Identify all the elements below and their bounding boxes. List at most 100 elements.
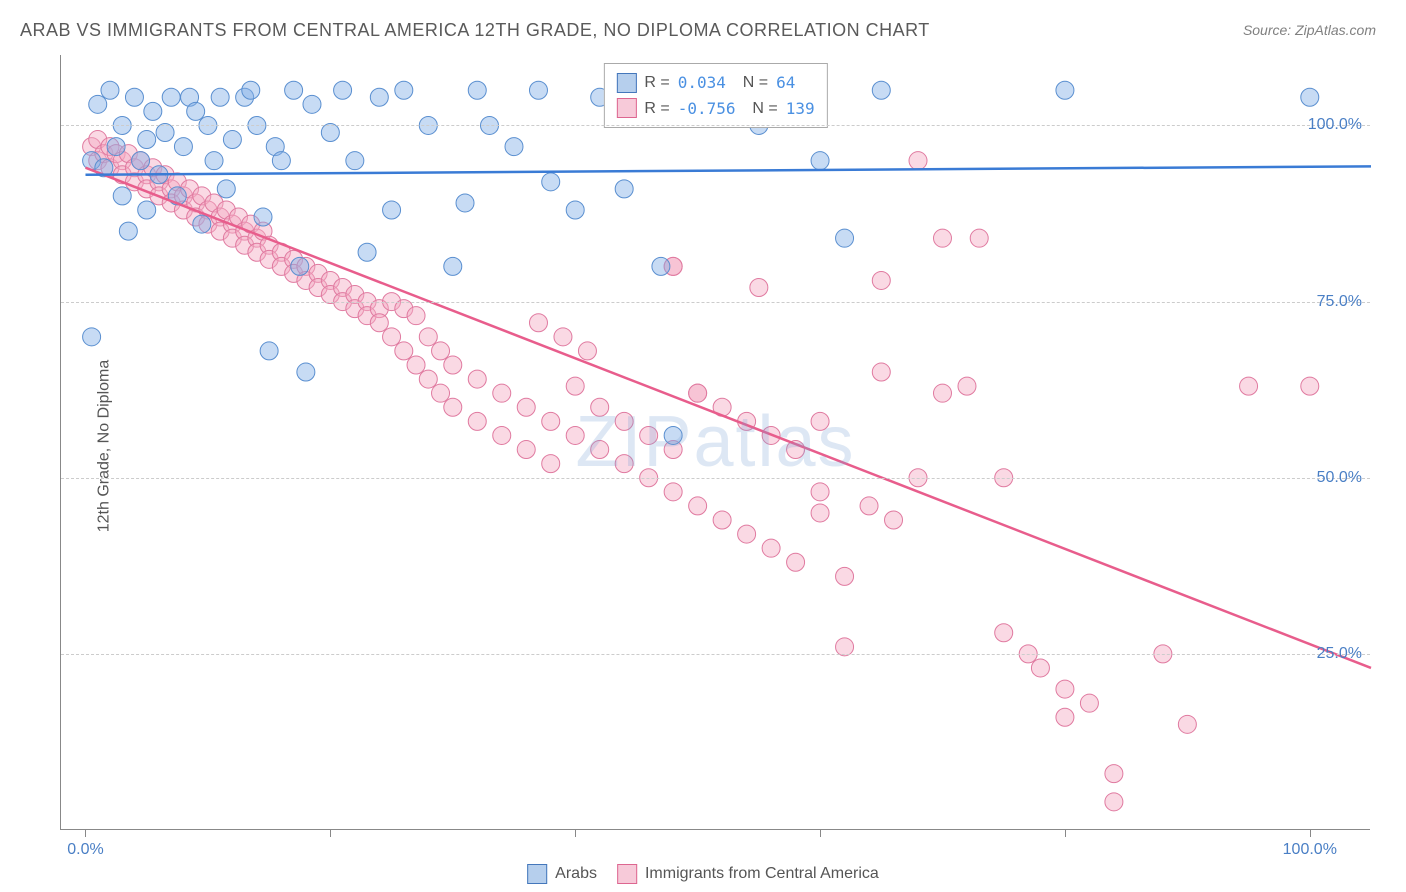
data-point-pink	[811, 483, 829, 501]
data-point-pink	[1031, 659, 1049, 677]
data-point-pink	[1105, 765, 1123, 783]
ytick-label: 75.0%	[1317, 293, 1362, 311]
legend-r-blue: 0.034	[678, 70, 726, 96]
data-point-pink	[493, 384, 511, 402]
gridline	[61, 302, 1370, 303]
legend-row-blue: R = 0.034 N = 64	[616, 70, 814, 96]
data-point-blue	[272, 152, 290, 170]
data-point-blue	[542, 173, 560, 191]
data-point-blue	[144, 102, 162, 120]
data-point-pink	[517, 398, 535, 416]
data-point-blue	[1301, 88, 1319, 106]
data-point-blue	[395, 81, 413, 99]
data-point-pink	[432, 384, 450, 402]
data-point-blue	[529, 81, 547, 99]
data-point-pink	[383, 328, 401, 346]
data-point-blue	[211, 88, 229, 106]
data-point-blue	[444, 257, 462, 275]
data-point-blue	[223, 131, 241, 149]
data-point-pink	[566, 377, 584, 395]
bottom-legend-pink: Immigrants from Central America	[617, 864, 879, 884]
data-point-blue	[174, 138, 192, 156]
data-point-blue	[125, 88, 143, 106]
bottom-legend-blue: Arabs	[527, 864, 597, 884]
data-point-pink	[1056, 708, 1074, 726]
source-label: Source: ZipAtlas.com	[1243, 22, 1376, 38]
data-point-pink	[970, 229, 988, 247]
data-point-pink	[542, 455, 560, 473]
data-point-blue	[297, 363, 315, 381]
data-point-pink	[933, 384, 951, 402]
data-point-blue	[872, 81, 890, 99]
data-point-pink	[995, 624, 1013, 642]
scatter-plot	[61, 55, 1370, 829]
data-point-blue	[566, 201, 584, 219]
ytick-label: 25.0%	[1317, 645, 1362, 663]
data-point-pink	[419, 328, 437, 346]
swatch-pink-icon	[616, 98, 636, 118]
data-point-pink	[395, 342, 413, 360]
data-point-blue	[383, 201, 401, 219]
data-point-blue	[89, 95, 107, 113]
data-point-pink	[468, 412, 486, 430]
data-point-blue	[217, 180, 235, 198]
xtick	[820, 829, 821, 837]
legend-row-pink: R = -0.756 N = 139	[616, 96, 814, 122]
data-point-pink	[640, 426, 658, 444]
bottom-legend-blue-label: Arabs	[555, 865, 597, 883]
data-point-pink	[787, 553, 805, 571]
data-point-pink	[933, 229, 951, 247]
data-point-blue	[456, 194, 474, 212]
data-point-pink	[713, 511, 731, 529]
data-point-blue	[468, 81, 486, 99]
ytick-label: 50.0%	[1317, 469, 1362, 487]
legend-n-blue: 64	[776, 70, 795, 96]
data-point-pink	[407, 356, 425, 374]
data-point-pink	[554, 328, 572, 346]
data-point-blue	[242, 81, 260, 99]
data-point-blue	[303, 95, 321, 113]
data-point-pink	[872, 363, 890, 381]
data-point-blue	[291, 257, 309, 275]
data-point-blue	[811, 152, 829, 170]
legend-r-pink: -0.756	[678, 96, 736, 122]
data-point-pink	[1080, 694, 1098, 712]
data-point-pink	[407, 307, 425, 325]
trend-line-pink	[85, 168, 1371, 668]
data-point-pink	[493, 426, 511, 444]
swatch-blue-icon	[616, 73, 636, 93]
xtick-label: 100.0%	[1283, 841, 1337, 859]
xtick	[575, 829, 576, 837]
chart-title: ARAB VS IMMIGRANTS FROM CENTRAL AMERICA …	[20, 20, 930, 41]
data-point-pink	[1301, 377, 1319, 395]
data-point-blue	[615, 180, 633, 198]
data-point-pink	[958, 377, 976, 395]
data-point-blue	[836, 229, 854, 247]
data-point-blue	[113, 187, 131, 205]
legend-r-label2: R =	[644, 96, 669, 122]
data-point-blue	[664, 426, 682, 444]
swatch-blue-icon	[527, 864, 547, 884]
legend-n-label: N =	[734, 70, 768, 96]
legend-n-label2: N =	[744, 96, 778, 122]
data-point-pink	[689, 497, 707, 515]
data-point-blue	[187, 102, 205, 120]
xtick-label: 0.0%	[67, 841, 103, 859]
data-point-blue	[285, 81, 303, 99]
legend-n-pink: 139	[786, 96, 815, 122]
data-point-blue	[101, 81, 119, 99]
data-point-pink	[1178, 715, 1196, 733]
data-point-pink	[591, 398, 609, 416]
data-point-blue	[346, 152, 364, 170]
data-point-pink	[542, 412, 560, 430]
data-point-pink	[468, 370, 486, 388]
gridline	[61, 478, 1370, 479]
data-point-blue	[358, 243, 376, 261]
data-point-blue	[162, 88, 180, 106]
data-point-pink	[811, 412, 829, 430]
data-point-blue	[205, 152, 223, 170]
data-point-pink	[1240, 377, 1258, 395]
xtick	[1065, 829, 1066, 837]
data-point-blue	[193, 215, 211, 233]
data-point-blue	[119, 222, 137, 240]
